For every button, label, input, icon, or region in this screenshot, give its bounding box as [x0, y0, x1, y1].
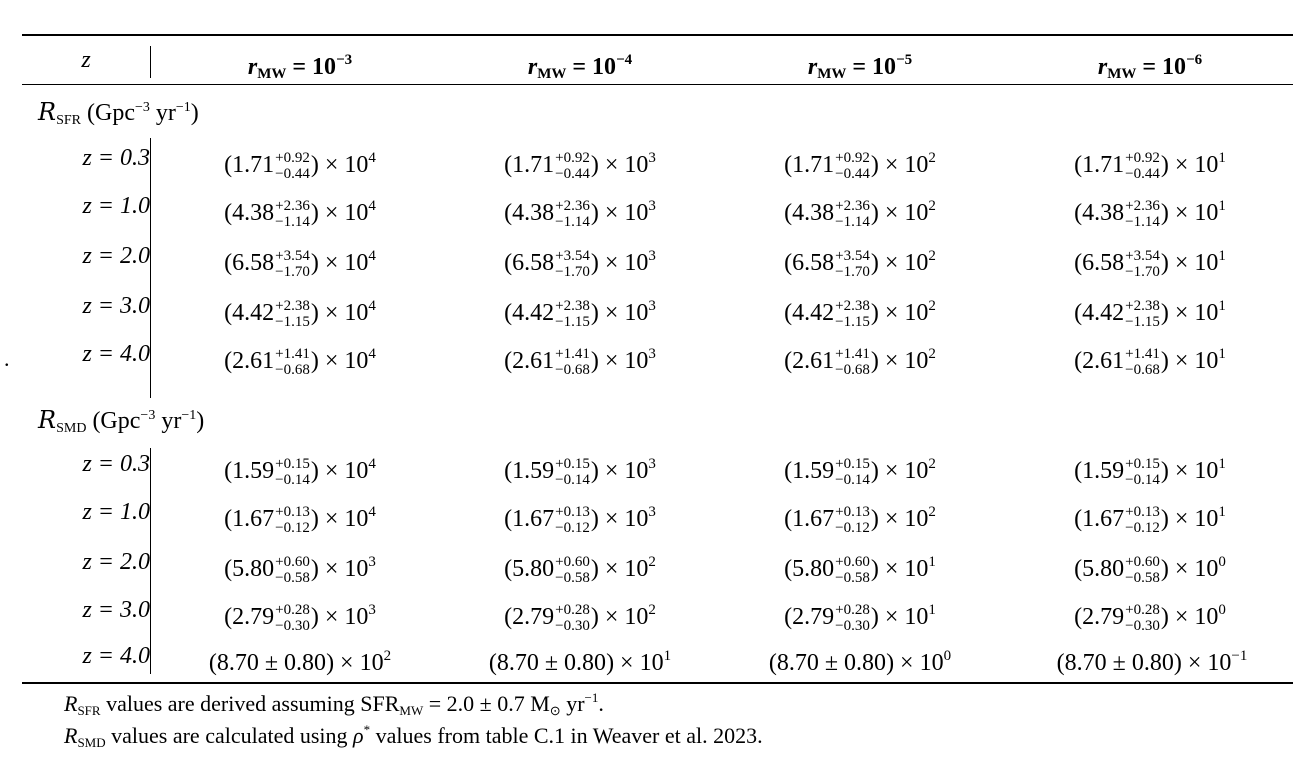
header-col-1: rMW = 10−3 — [247, 52, 353, 82]
table-cell: (4.38 +2.36 −1.14) × 103 — [504, 198, 656, 231]
table-cell: (1.67 +0.13 −0.12) × 102 — [784, 504, 936, 537]
z-value: z = 4.0 — [82, 341, 150, 367]
table-row: z = 3.0 (4.42 +2.38 −1.15) × 104 (4.42 +2.3… — [22, 282, 1293, 330]
table-cell: (8.70 ± 0.80) × 101 — [488, 648, 672, 676]
table-cell: (1.59 +0.15 −0.14) × 102 — [784, 456, 936, 489]
z-value: z = 1.0 — [82, 499, 150, 525]
table-cell: (2.79 +0.28 −0.30) × 102 — [504, 602, 656, 635]
table-header: z rMW = 10−3 rMW = 10−4 rMW = 10−5 rMW =… — [22, 36, 1293, 84]
table-row: z = 1.0 (1.67 +0.13 −0.12) × 104 (1.67 +0.1… — [22, 488, 1293, 536]
table-row: z = 4.0 (8.70 ± 0.80) × 102 (8.70 ± 0.80… — [22, 632, 1293, 680]
table-cell: (4.42 +2.38 −1.15) × 104 — [224, 298, 376, 331]
z-value: z = 2.0 — [82, 549, 150, 575]
table-cell: (2.79 +0.28 −0.30) × 100 — [1074, 602, 1226, 635]
table-row: z = 1.0 (4.38 +2.36 −1.14) × 104 (4.38 +2.3… — [22, 182, 1293, 230]
table-cell: (1.59 +0.15 −0.14) × 101 — [1074, 456, 1226, 489]
table-cell: (4.42 +2.38 −1.15) × 103 — [504, 298, 656, 331]
stray-mark: . — [4, 346, 10, 371]
table-cell: (4.38 +2.36 −1.14) × 102 — [784, 198, 936, 231]
header-col-4: rMW = 10−6 — [1097, 52, 1203, 82]
section-title-smd: RSMD (Gpc−3 yr−1) — [38, 406, 205, 436]
table-cell: (6.58 +3.54 −1.70) × 104 — [224, 248, 376, 281]
table-cell: (8.70 ± 0.80) × 102 — [208, 648, 392, 676]
table-cell: (8.70 ± 0.80) × 100 — [768, 648, 952, 676]
table-note-sfr: RSFR values are derived assuming SFRMW =… — [64, 690, 604, 718]
table-cell: (2.61 +1.41 −0.68) × 103 — [504, 346, 656, 379]
table-cell: (2.61 +1.41 −0.68) × 102 — [784, 346, 936, 379]
header-rule — [22, 84, 1293, 85]
table-cell: (2.61 +1.41 −0.68) × 104 — [224, 346, 376, 379]
table-cell: (1.71 +0.92 −0.44) × 104 — [224, 150, 376, 183]
table-cell: (6.58 +3.54 −1.70) × 103 — [504, 248, 656, 281]
table-row: z = 2.0 (6.58 +3.54 −1.70) × 104 (6.58 +3.5… — [22, 232, 1293, 280]
z-value: z = 2.0 — [82, 243, 150, 269]
z-value: z = 1.0 — [82, 193, 150, 219]
table-cell: (1.71 +0.92 −0.44) × 102 — [784, 150, 936, 183]
table-cell: (8.70 ± 0.80) × 10−1 — [1056, 648, 1248, 676]
table-cell: (1.71 +0.92 −0.44) × 101 — [1074, 150, 1226, 183]
table-cell: (1.67 +0.13 −0.12) × 101 — [1074, 504, 1226, 537]
z-value: z = 3.0 — [82, 293, 150, 319]
table-cell: (2.61 +1.41 −0.68) × 101 — [1074, 346, 1226, 379]
column-divider-sfr — [150, 138, 151, 398]
z-value: z = 0.3 — [82, 451, 150, 477]
z-value: z = 3.0 — [82, 597, 150, 623]
column-divider-smd — [150, 448, 151, 674]
top-rule — [22, 34, 1293, 36]
table-cell: (5.80 +0.60 −0.58) × 102 — [504, 554, 656, 587]
table-cell: (4.42 +2.38 −1.15) × 102 — [784, 298, 936, 331]
table-cell: (6.58 +3.54 −1.70) × 102 — [784, 248, 936, 281]
table-cell: (6.58 +3.54 −1.70) × 101 — [1074, 248, 1226, 281]
header-col-3: rMW = 10−5 — [807, 52, 913, 82]
table-cell: (2.79 +0.28 −0.30) × 103 — [224, 602, 376, 635]
table-cell: (5.80 +0.60 −0.58) × 103 — [224, 554, 376, 587]
table-note-smd: RSMD values are calculated using ρ* valu… — [64, 722, 763, 750]
table-cell: (1.71 +0.92 −0.44) × 103 — [504, 150, 656, 183]
table-cell: (4.38 +2.36 −1.14) × 104 — [224, 198, 376, 231]
table-cell: (2.79 +0.28 −0.30) × 101 — [784, 602, 936, 635]
header-col-2: rMW = 10−4 — [527, 52, 633, 82]
section-title-sfr: RSFR (Gpc−3 yr−1) — [38, 98, 199, 128]
header-divider — [150, 46, 151, 78]
bottom-rule — [22, 682, 1293, 684]
table-row: z = 3.0 (2.79 +0.28 −0.30) × 103 (2.79 +0.2… — [22, 586, 1293, 634]
z-value: z = 4.0 — [82, 643, 150, 669]
z-value: z = 0.3 — [82, 145, 150, 171]
table-row: z = 0.3 (1.59 +0.15 −0.14) × 104 (1.59 +0.1… — [22, 440, 1293, 488]
table-cell: (1.59 +0.15 −0.14) × 103 — [504, 456, 656, 489]
table-cell: (5.80 +0.60 −0.58) × 101 — [784, 554, 936, 587]
table-row: z = 0.3 (1.71 +0.92 −0.44) × 104 (1.71 +0.9… — [22, 134, 1293, 182]
table-cell: (1.59 +0.15 −0.14) × 104 — [224, 456, 376, 489]
header-z: z — [81, 47, 91, 73]
table-row: z = 2.0 (5.80 +0.60 −0.58) × 103 (5.80 +0.6… — [22, 538, 1293, 586]
table-cell: (4.38 +2.36 −1.14) × 101 — [1074, 198, 1226, 231]
table-cell: (4.42 +2.38 −1.15) × 101 — [1074, 298, 1226, 331]
table-row: z = 4.0 (2.61 +1.41 −0.68) × 104 (2.61 +1.4… — [22, 330, 1293, 378]
table-cell: (5.80 +0.60 −0.58) × 100 — [1074, 554, 1226, 587]
table-cell: (1.67 +0.13 −0.12) × 104 — [224, 504, 376, 537]
table-cell: (1.67 +0.13 −0.12) × 103 — [504, 504, 656, 537]
